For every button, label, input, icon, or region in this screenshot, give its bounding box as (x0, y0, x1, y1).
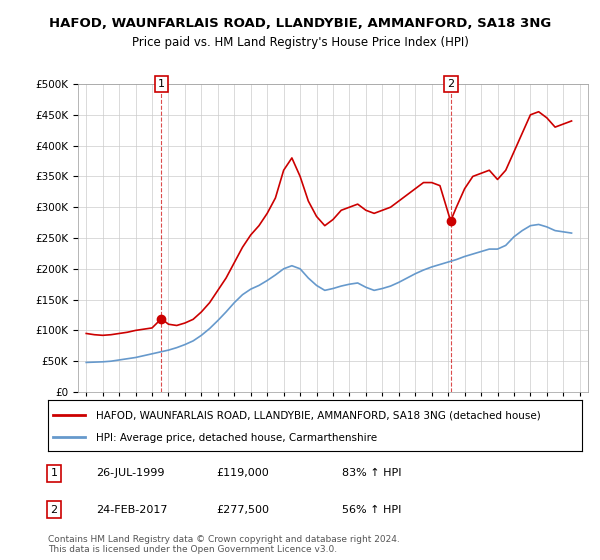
Text: £277,500: £277,500 (216, 505, 269, 515)
Text: £119,000: £119,000 (216, 468, 269, 478)
Text: 2: 2 (50, 505, 58, 515)
Text: 83% ↑ HPI: 83% ↑ HPI (342, 468, 401, 478)
Text: HPI: Average price, detached house, Carmarthenshire: HPI: Average price, detached house, Carm… (96, 433, 377, 443)
Text: 1: 1 (50, 468, 58, 478)
Text: Contains HM Land Registry data © Crown copyright and database right 2024.
This d: Contains HM Land Registry data © Crown c… (48, 535, 400, 554)
Text: HAFOD, WAUNFARLAIS ROAD, LLANDYBIE, AMMANFORD, SA18 3NG (detached house): HAFOD, WAUNFARLAIS ROAD, LLANDYBIE, AMMA… (96, 410, 541, 421)
Text: 26-JUL-1999: 26-JUL-1999 (96, 468, 164, 478)
Text: 24-FEB-2017: 24-FEB-2017 (96, 505, 167, 515)
Text: 2: 2 (447, 79, 454, 89)
Text: Price paid vs. HM Land Registry's House Price Index (HPI): Price paid vs. HM Land Registry's House … (131, 36, 469, 49)
Text: 1: 1 (158, 79, 165, 89)
Text: HAFOD, WAUNFARLAIS ROAD, LLANDYBIE, AMMANFORD, SA18 3NG: HAFOD, WAUNFARLAIS ROAD, LLANDYBIE, AMMA… (49, 17, 551, 30)
Text: 56% ↑ HPI: 56% ↑ HPI (342, 505, 401, 515)
